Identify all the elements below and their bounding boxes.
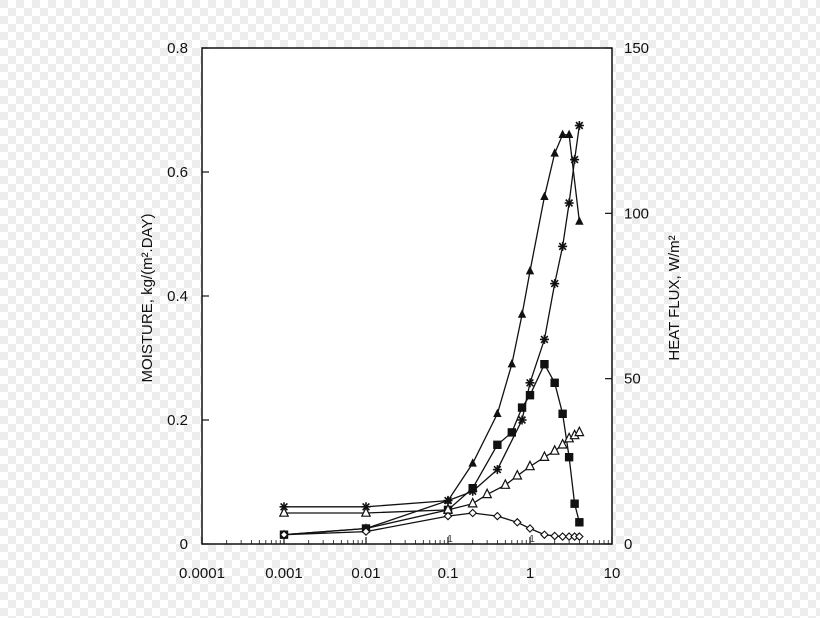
asterisk-point: [550, 279, 560, 289]
open-diamond-point: [558, 532, 568, 541]
open-triangle-point: [467, 497, 478, 508]
open-diamond-point: [443, 511, 453, 521]
filled-triangle-point: [517, 309, 527, 318]
filled-triangle-point: [540, 191, 549, 200]
y-right-tick-label: 50: [624, 371, 641, 388]
open-diamond-point: [468, 508, 478, 518]
asterisk-stroke: [575, 121, 584, 130]
x-tick-label: 0.01: [351, 565, 380, 582]
open-triangle-point: [512, 469, 523, 480]
asterisk-point: [574, 121, 584, 130]
asterisk-point: [525, 378, 535, 388]
open-diamond-point: [525, 524, 535, 533]
x-tick-label: 0.0001: [179, 565, 225, 582]
plot-area: [202, 48, 612, 544]
y-left-tick-label: 0: [180, 536, 188, 553]
y-left-tick-label: 0.8: [167, 40, 188, 57]
series-layer: [278, 121, 585, 541]
open-diamond-point: [492, 511, 502, 521]
minor-annotation-label: 1: [529, 534, 535, 545]
asterisk-stroke: [570, 155, 579, 164]
asterisk-stroke: [565, 199, 574, 207]
y-left-tick-label: 0.4: [167, 288, 188, 305]
y-axis-right-title: HEAT FLUX, W/m²: [666, 235, 683, 360]
open-triangle-point: [278, 506, 290, 517]
filled-square-point: [525, 391, 535, 400]
asterisk-point: [558, 241, 568, 251]
open-triangle-point: [557, 438, 568, 449]
open-triangle-point: [574, 425, 585, 437]
open-triangle-point: [549, 444, 560, 455]
axes-layer: 0.0001 0.001 0.01 0.1 1 101 100.20.40.60.80501…: [167, 40, 649, 582]
asterisk-stroke: [558, 242, 567, 251]
open-diamond-point: [512, 517, 522, 527]
asterisk-point: [570, 155, 580, 165]
open-diamond-point: [540, 530, 549, 540]
filled-square-point: [507, 428, 517, 437]
asterisk-stroke: [518, 416, 526, 424]
open-triangle-point: [481, 487, 493, 499]
filled-triangle-point: [493, 408, 502, 417]
x-tick-label: 1: [526, 565, 534, 582]
filled-square-point: [575, 518, 584, 527]
x-tick-label: 10: [604, 565, 621, 582]
filled-square-point: [550, 378, 559, 387]
asterisk-stroke: [493, 465, 502, 474]
series-open-triangle: [278, 425, 585, 517]
asterisk-stroke: [540, 335, 549, 344]
open-diamond-point: [361, 527, 371, 536]
filled-triangle-point: [558, 129, 567, 138]
filled-square-point: [493, 440, 502, 449]
open-diamond-point: [550, 531, 560, 541]
y-left-tick-label: 0.6: [167, 164, 188, 181]
filled-triangle-point: [468, 458, 477, 467]
filled-square-point: [564, 453, 574, 462]
asterisk-stroke: [526, 378, 534, 387]
open-triangle-point: [524, 459, 536, 471]
y-right-tick-label: 100: [624, 205, 649, 222]
open-triangle-point: [360, 506, 372, 517]
filled-square-point: [517, 403, 527, 412]
filled-triangle-point: [564, 129, 574, 138]
x-tick-label: 0.1: [438, 565, 459, 582]
asterisk-point: [492, 465, 502, 475]
filled-square-point: [570, 499, 579, 508]
filled-triangle-point: [575, 216, 584, 225]
asterisk-stroke: [444, 496, 452, 505]
asterisk-point: [517, 415, 527, 425]
asterisk-point: [564, 198, 574, 208]
y-right-tick-label: 0: [624, 536, 632, 553]
y-axis-left-title: MOISTURE, kg/(m².DAY): [139, 214, 156, 383]
filled-triangle-point: [525, 266, 535, 275]
asterisk-point: [539, 334, 549, 344]
filled-square-point: [468, 484, 477, 493]
y-right-tick-label: 150: [624, 40, 649, 57]
y-left-tick-label: 0.2: [167, 412, 188, 429]
minor-annotation-label: 1: [447, 534, 453, 545]
open-triangle-point: [500, 478, 511, 489]
open-triangle-point: [539, 450, 550, 461]
filled-square-point: [558, 409, 567, 418]
filled-square-point: [540, 360, 549, 369]
asterisk-point: [443, 496, 453, 506]
filled-triangle-point: [550, 148, 559, 157]
filled-triangle-point: [507, 359, 517, 368]
asterisk-stroke: [550, 279, 559, 288]
x-tick-label: 0.001: [265, 565, 303, 582]
